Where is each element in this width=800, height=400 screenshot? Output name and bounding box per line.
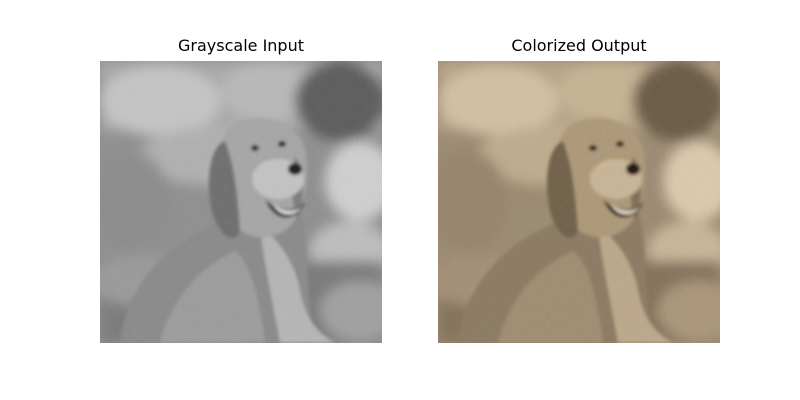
grayscale-dog-image — [100, 61, 382, 343]
grayscale-input-title: Grayscale Input — [178, 36, 304, 55]
colorized-output-title: Colorized Output — [511, 36, 647, 55]
colorized-dog-image — [438, 61, 720, 343]
